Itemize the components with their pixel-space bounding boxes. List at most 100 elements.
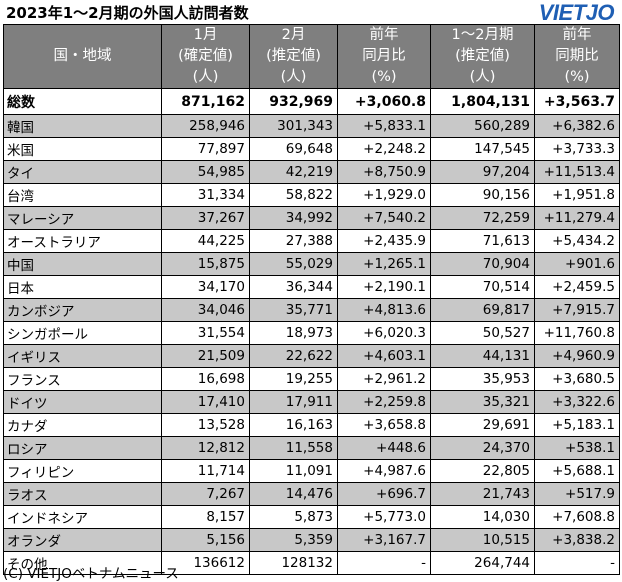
country-cell: 中国: [3, 252, 162, 276]
table-row: ロシア 12,812 11,558 +448.6 24,370 +538.1: [3, 436, 620, 460]
value-cell: +4,960.9: [534, 344, 620, 368]
value-cell: +517.9: [534, 482, 620, 506]
copyright-footer: (C) VIETJOベトナムニュース: [3, 566, 179, 582]
value-cell: +2,435.9: [337, 229, 431, 253]
value-cell: 44,225: [161, 229, 250, 253]
country-cell: オーストラリア: [3, 229, 162, 253]
value-cell: +11,513.4: [534, 160, 620, 184]
value-cell: +3,680.5: [534, 367, 620, 391]
value-cell: +5,434.2: [534, 229, 620, 253]
value-cell: +3,563.7: [534, 88, 620, 115]
value-cell: +5,688.1: [534, 459, 620, 483]
country-cell: フィリピン: [3, 459, 162, 483]
value-cell: 136612: [161, 551, 250, 575]
value-cell: +7,540.2: [337, 206, 431, 230]
value-cell: 69,817: [430, 298, 535, 322]
value-cell: 58,822: [249, 183, 338, 207]
country-cell: フランス: [3, 367, 162, 391]
column-header-line: (推定値): [266, 48, 321, 64]
value-cell: +2,961.2: [337, 367, 431, 391]
column-header-line: (人): [469, 69, 496, 85]
value-cell: +448.6: [337, 436, 431, 460]
value-cell: +4,603.1: [337, 344, 431, 368]
table-row: カンボジア 34,046 35,771 +4,813.6 69,817 +7,915.7: [3, 298, 620, 322]
value-cell: 17,911: [249, 390, 338, 414]
value-cell: 871,162: [161, 88, 250, 115]
value-cell: +901.6: [534, 252, 620, 276]
value-cell: 128132: [249, 551, 338, 575]
value-cell: 22,805: [430, 459, 535, 483]
value-cell: 77,897: [161, 137, 250, 161]
value-cell: +538.1: [534, 436, 620, 460]
value-cell: +3,322.6: [534, 390, 620, 414]
table-row: 中国 15,875 55,029 +1,265.1 70,904 +901.6: [3, 252, 620, 276]
value-cell: +1,929.0: [337, 183, 431, 207]
table-row: 台湾 31,334 58,822 +1,929.0 90,156 +1,951.8: [3, 183, 620, 207]
table-row: インドネシア 8,157 5,873 +5,773.0 14,030 +7,608.8: [3, 505, 620, 529]
value-cell: 50,527: [430, 321, 535, 345]
value-cell: 34,992: [249, 206, 338, 230]
table-row: フランス 16,698 19,255 +2,961.2 35,953 +3,680.5: [3, 367, 620, 391]
value-cell: 29,691: [430, 413, 535, 437]
country-cell: 台湾: [3, 183, 162, 207]
value-cell: +5,773.0: [337, 505, 431, 529]
value-cell: 10,515: [430, 528, 535, 552]
value-cell: -: [337, 551, 431, 575]
value-cell: +4,813.6: [337, 298, 431, 322]
value-cell: 16,163: [249, 413, 338, 437]
value-cell: 264,744: [430, 551, 535, 575]
value-cell: 44,131: [430, 344, 535, 368]
value-cell: 5,873: [249, 505, 338, 529]
value-cell: 1,804,131: [430, 88, 535, 115]
country-cell: ドイツ: [3, 390, 162, 414]
country-cell: 韓国: [3, 114, 162, 138]
value-cell: 11,091: [249, 459, 338, 483]
column-header-line: 同期比: [555, 48, 599, 64]
column-header-line: (人): [280, 69, 307, 85]
total-row: 総数 871,162 932,969 +3,060.8 1,804,131 +3,563.…: [3, 88, 620, 115]
value-cell: +1,265.1: [337, 252, 431, 276]
column-header-line: (人): [192, 69, 219, 85]
value-cell: +7,915.7: [534, 298, 620, 322]
value-cell: 560,289: [430, 114, 535, 138]
country-cell: インドネシア: [3, 505, 162, 529]
value-cell: 72,259: [430, 206, 535, 230]
value-cell: 70,904: [430, 252, 535, 276]
value-cell: 19,255: [249, 367, 338, 391]
column-header-line: 2月: [281, 27, 306, 43]
country-cell: カナダ: [3, 413, 162, 437]
value-cell: 17,410: [161, 390, 250, 414]
value-cell: +2,259.8: [337, 390, 431, 414]
value-cell: 97,204: [430, 160, 535, 184]
country-cell: ロシア: [3, 436, 162, 460]
value-cell: +4,987.6: [337, 459, 431, 483]
column-header-line: (推定値): [455, 48, 510, 64]
value-cell: +3,060.8: [337, 88, 431, 115]
column-header: 国・地域: [3, 24, 162, 89]
column-header: 2月 (推定値) (人): [249, 24, 338, 89]
value-cell: +696.7: [337, 482, 431, 506]
value-cell: 27,388: [249, 229, 338, 253]
header-row: 国・地域 1月 (確定値) (人) 2月 (推定値) (人) 前年 同月比 (%) 1～2月期 (推定…: [3, 24, 620, 89]
column-header-line: 国・地域: [53, 48, 112, 64]
value-cell: 147,545: [430, 137, 535, 161]
country-cell: 総数: [3, 88, 162, 115]
value-cell: 14,476: [249, 482, 338, 506]
value-cell: 36,344: [249, 275, 338, 299]
table-body: 総数 871,162 932,969 +3,060.8 1,804,131 +3,563.…: [3, 88, 620, 575]
value-cell: +11,760.8: [534, 321, 620, 345]
country-cell: カンボジア: [3, 298, 162, 322]
value-cell: 11,558: [249, 436, 338, 460]
vietjo-logo: VIETJO: [538, 0, 615, 25]
value-cell: -: [534, 551, 620, 575]
value-cell: 5,359: [249, 528, 338, 552]
table-row: フィリピン 11,714 11,091 +4,987.6 22,805 +5,688.1: [3, 459, 620, 483]
value-cell: 8,157: [161, 505, 250, 529]
column-header-line: 1月: [193, 27, 218, 43]
column-header-line: 前年: [369, 27, 399, 43]
value-cell: 258,946: [161, 114, 250, 138]
column-header: 前年 同月比 (%): [337, 24, 431, 89]
value-cell: +6,382.6: [534, 114, 620, 138]
value-cell: 24,370: [430, 436, 535, 460]
value-cell: 34,046: [161, 298, 250, 322]
